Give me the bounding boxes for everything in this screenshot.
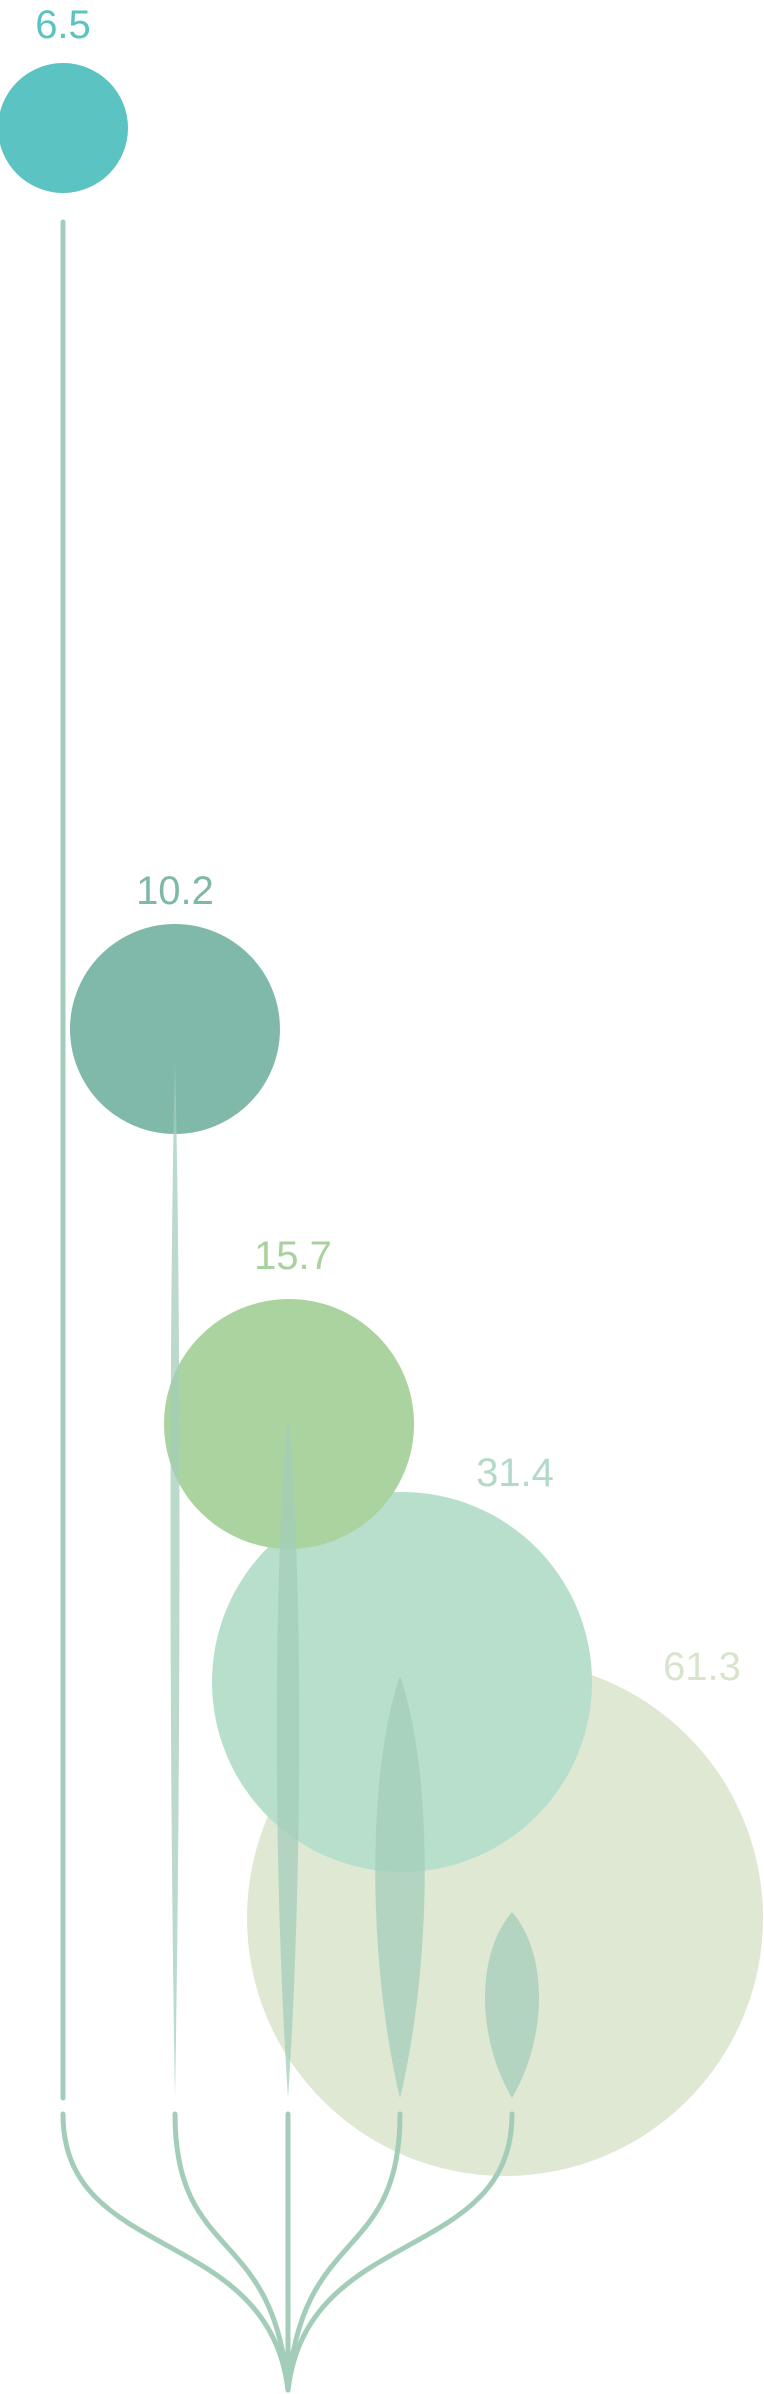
value-label-31-4: 31.4 [476,1451,554,1495]
bubble-6-5 [0,63,128,193]
connector-61-3 [285,2111,515,2393]
connector-10-2 [172,2111,291,2393]
stem-61-3 [485,1912,539,2098]
stem-31-4 [375,1676,425,2098]
connector-6-5 [60,2111,291,2393]
value-label-15-7: 15.7 [254,1234,332,1278]
bubble-15-7 [164,1299,414,1549]
value-label-6-5: 6.5 [35,3,91,47]
stem-10-2 [170,1063,180,2098]
bubble-layer [0,63,763,2176]
value-label-10-2: 10.2 [136,869,214,913]
bubble-10-2 [70,924,280,1134]
stem-layer [60,219,539,2393]
connector-31-4 [285,2111,403,2393]
label-layer: 6.5 10.2 15.7 31.4 61.3 [35,3,741,1689]
stem-15-7 [276,1415,300,2098]
value-label-61-3: 61.3 [663,1645,741,1689]
